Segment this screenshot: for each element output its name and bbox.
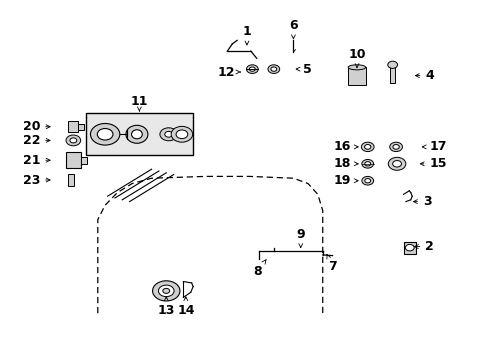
Circle shape bbox=[361, 176, 373, 185]
Text: 9: 9 bbox=[296, 228, 305, 247]
Text: 14: 14 bbox=[177, 297, 194, 317]
Circle shape bbox=[90, 123, 120, 145]
Text: 11: 11 bbox=[130, 95, 148, 111]
Circle shape bbox=[405, 244, 413, 251]
Circle shape bbox=[361, 159, 373, 168]
Text: 10: 10 bbox=[347, 48, 365, 67]
Circle shape bbox=[246, 65, 258, 73]
Text: 6: 6 bbox=[288, 19, 297, 39]
Circle shape bbox=[249, 67, 255, 71]
Circle shape bbox=[364, 179, 370, 183]
Text: 12: 12 bbox=[217, 66, 240, 78]
Circle shape bbox=[387, 61, 397, 68]
Circle shape bbox=[389, 142, 402, 152]
Text: 20: 20 bbox=[22, 120, 50, 133]
Text: 22: 22 bbox=[22, 134, 50, 147]
Text: 8: 8 bbox=[252, 260, 265, 278]
Circle shape bbox=[270, 67, 276, 71]
Bar bbox=[78, 124, 84, 130]
Bar bbox=[68, 174, 74, 186]
Circle shape bbox=[392, 161, 401, 167]
Text: 7: 7 bbox=[326, 255, 336, 273]
Ellipse shape bbox=[131, 130, 142, 139]
Bar bbox=[81, 157, 86, 164]
Bar bbox=[389, 66, 394, 83]
Circle shape bbox=[152, 281, 180, 301]
Text: 4: 4 bbox=[415, 69, 433, 82]
Circle shape bbox=[66, 135, 81, 146]
Circle shape bbox=[163, 288, 169, 293]
Text: 19: 19 bbox=[333, 174, 357, 187]
Text: 13: 13 bbox=[157, 297, 175, 317]
Bar bbox=[85, 113, 193, 155]
Text: 23: 23 bbox=[22, 174, 50, 186]
Circle shape bbox=[364, 145, 370, 149]
Circle shape bbox=[364, 162, 370, 166]
Text: 16: 16 bbox=[333, 140, 357, 153]
Text: 15: 15 bbox=[420, 157, 446, 170]
Text: 18: 18 bbox=[333, 157, 357, 170]
Ellipse shape bbox=[347, 65, 365, 70]
Circle shape bbox=[158, 285, 174, 297]
Bar bbox=[66, 152, 81, 168]
Circle shape bbox=[176, 130, 187, 139]
Text: 3: 3 bbox=[413, 195, 431, 208]
Text: 21: 21 bbox=[22, 154, 50, 167]
Circle shape bbox=[164, 131, 172, 137]
Text: 5: 5 bbox=[296, 63, 311, 76]
Circle shape bbox=[160, 128, 177, 141]
Text: 2: 2 bbox=[414, 240, 433, 253]
Ellipse shape bbox=[126, 125, 147, 143]
Circle shape bbox=[387, 157, 405, 170]
Circle shape bbox=[267, 65, 279, 73]
Text: 17: 17 bbox=[422, 140, 446, 153]
Circle shape bbox=[70, 138, 77, 143]
Bar bbox=[403, 242, 415, 254]
Circle shape bbox=[392, 145, 398, 149]
Circle shape bbox=[97, 129, 113, 140]
Bar bbox=[347, 67, 365, 85]
Text: 1: 1 bbox=[242, 25, 251, 45]
Circle shape bbox=[361, 142, 373, 152]
Bar bbox=[68, 121, 78, 132]
Circle shape bbox=[171, 126, 192, 142]
